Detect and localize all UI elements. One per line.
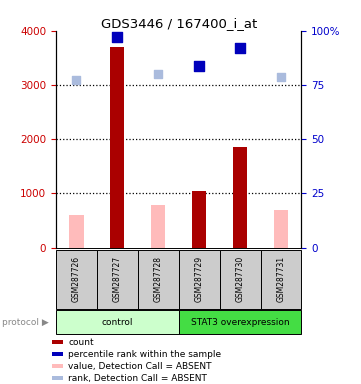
Bar: [97, 250, 138, 309]
Bar: [52, 364, 64, 367]
Bar: [219, 250, 261, 309]
Bar: [151, 205, 165, 248]
Point: [196, 63, 202, 69]
Bar: [274, 210, 288, 248]
Bar: [138, 250, 179, 309]
Point: [155, 71, 161, 77]
Text: GSM287729: GSM287729: [195, 256, 204, 303]
Bar: [233, 147, 247, 248]
Title: GDS3446 / 167400_i_at: GDS3446 / 167400_i_at: [101, 17, 257, 30]
Text: percentile rank within the sample: percentile rank within the sample: [68, 349, 221, 359]
Point: [114, 34, 120, 40]
Bar: [179, 250, 219, 309]
Text: GSM287727: GSM287727: [113, 256, 122, 303]
Text: GSM287726: GSM287726: [72, 256, 81, 303]
Bar: [192, 191, 206, 248]
Text: GSM287730: GSM287730: [236, 256, 244, 303]
Text: GSM287728: GSM287728: [154, 257, 163, 302]
Point: [74, 76, 79, 83]
Text: control: control: [101, 318, 133, 327]
Bar: [52, 376, 64, 379]
Bar: [69, 215, 83, 248]
Text: GSM287731: GSM287731: [277, 256, 286, 303]
Point: [278, 74, 284, 80]
Bar: [261, 250, 301, 309]
Point: [237, 45, 243, 51]
Bar: [52, 352, 64, 356]
Text: value, Detection Call = ABSENT: value, Detection Call = ABSENT: [68, 362, 212, 371]
Text: protocol ▶: protocol ▶: [2, 318, 49, 327]
Text: STAT3 overexpression: STAT3 overexpression: [191, 318, 290, 327]
Bar: [179, 310, 301, 334]
Bar: [56, 250, 97, 309]
Bar: [52, 340, 64, 344]
Bar: [56, 310, 179, 334]
Text: count: count: [68, 338, 94, 347]
Bar: [110, 47, 125, 248]
Text: rank, Detection Call = ABSENT: rank, Detection Call = ABSENT: [68, 374, 207, 382]
